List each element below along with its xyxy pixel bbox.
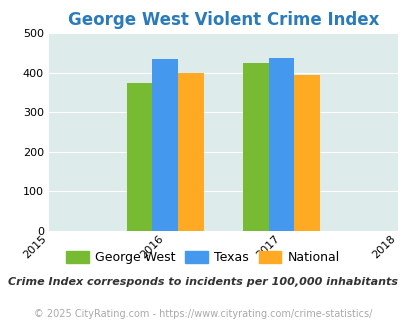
Bar: [294, 75, 319, 231]
Bar: [152, 59, 177, 231]
Bar: [268, 57, 294, 231]
Text: © 2025 CityRating.com - https://www.cityrating.com/crime-statistics/: © 2025 CityRating.com - https://www.city…: [34, 309, 371, 319]
Text: Crime Index corresponds to incidents per 100,000 inhabitants: Crime Index corresponds to incidents per…: [8, 278, 397, 287]
Bar: [126, 82, 152, 231]
Bar: [243, 63, 268, 231]
Bar: [177, 73, 203, 231]
Legend: George West, Texas, National: George West, Texas, National: [61, 246, 344, 269]
Title: George West Violent Crime Index: George West Violent Crime Index: [68, 11, 378, 29]
